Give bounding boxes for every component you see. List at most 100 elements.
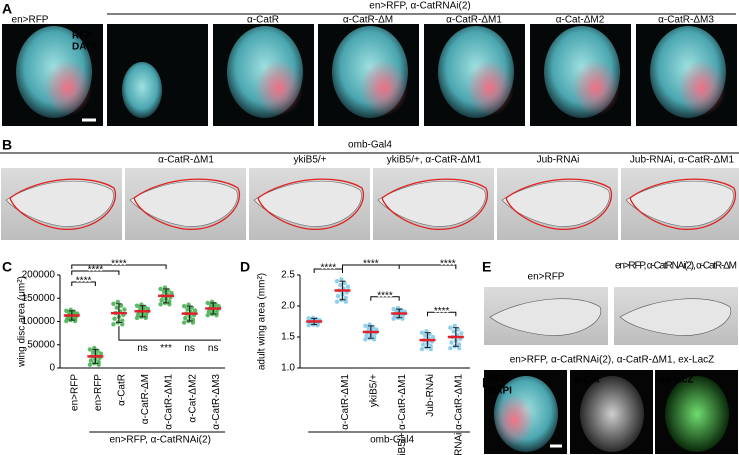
dot: [88, 358, 94, 363]
x-tick-label: en>RFP: [69, 374, 80, 411]
wing-shape: [619, 298, 732, 336]
outline: [381, 178, 489, 230]
y-tick-label: 200000: [22, 270, 56, 281]
group-label: en>RFP, α-CatRNAi(2): [109, 435, 210, 446]
dot: [334, 299, 340, 304]
rfp-signal: [678, 60, 726, 116]
outline: [629, 178, 737, 230]
y-tick-label: 1.5: [281, 332, 295, 343]
stain-label: DAPI: [488, 386, 512, 397]
dot: [419, 330, 425, 335]
dot: [400, 316, 405, 321]
image-label: α-CatR: [247, 15, 279, 26]
dot: [342, 280, 347, 286]
dot: [366, 326, 371, 331]
group-header: en>RFP, α-CatRNAi(2): [369, 1, 470, 12]
dot: [183, 315, 188, 321]
bracket: [342, 264, 457, 269]
rfp-signal: [572, 60, 620, 116]
dot: [430, 334, 436, 340]
image-label: α-CatR-ΔM: [343, 15, 393, 26]
x-tick-label: ykiB5/+: [368, 374, 379, 407]
stain-label: ex-lacZ: [659, 375, 693, 386]
y-tick-label: 150000: [22, 293, 56, 304]
dot: [169, 290, 174, 296]
dot: [87, 347, 93, 352]
dot: [114, 305, 119, 310]
significance: ***: [160, 343, 172, 354]
group-header: omb-Gal4: [348, 140, 392, 151]
dot: [90, 349, 96, 355]
dot: [181, 303, 187, 309]
dot: [363, 337, 368, 342]
outline: [505, 178, 613, 230]
bracket: [71, 264, 167, 269]
wing-shape: [625, 180, 734, 227]
y-axis-label: wing disc area (μm²): [17, 276, 28, 368]
x-tick-label: α-CatR-ΔM: [140, 374, 151, 424]
dot: [111, 322, 116, 327]
dot: [451, 329, 456, 334]
y-tick-label: 100000: [22, 316, 56, 327]
panel-label: C: [2, 259, 12, 275]
image-label: Jub-RNAi: [537, 155, 580, 166]
image-label: α-Cat-ΔM2: [556, 15, 605, 26]
dot: [135, 312, 141, 317]
x-tick-label: α-Cat-ΔM2: [187, 374, 198, 423]
x-tick-label: ykiB5/+ α-CatR-ΔM1: [397, 374, 408, 455]
dot: [452, 323, 457, 329]
group-label: omb-Gal4: [370, 435, 414, 446]
disc-tissue: [580, 376, 644, 452]
dot: [343, 295, 348, 301]
significance: ****: [321, 263, 337, 274]
dot: [419, 346, 425, 352]
x-tick-label: α-CatR: [117, 374, 128, 406]
image-label: α-CatR-ΔM1: [158, 155, 214, 166]
dot: [315, 323, 320, 328]
dot: [374, 327, 379, 332]
dot: [205, 312, 210, 318]
x-tick-label: en>RFP: [93, 374, 104, 411]
significance: ns: [208, 343, 219, 354]
wing-shape: [129, 180, 238, 227]
wing-shape: [253, 180, 362, 227]
panel-label: A: [2, 1, 12, 17]
image-label: en>RFP: [12, 15, 49, 26]
dot: [449, 340, 454, 345]
dot: [423, 333, 428, 338]
outline: [9, 178, 117, 230]
dot: [158, 286, 163, 292]
rfp-signal: [466, 60, 514, 116]
dot: [459, 331, 464, 336]
bracket: [427, 311, 457, 317]
dot: [343, 299, 348, 304]
stain-label: α-Cat: [574, 375, 600, 386]
significance: ns: [184, 343, 195, 354]
wing-shape: [489, 298, 602, 336]
dot: [111, 301, 116, 307]
dot: [306, 316, 311, 321]
dot: [448, 325, 453, 330]
dot: [456, 342, 462, 347]
wing-shape: [5, 180, 114, 227]
dot: [208, 302, 214, 308]
dot: [112, 316, 117, 321]
dot: [448, 345, 453, 351]
dot: [420, 342, 426, 347]
x-tick-label: Jub-RNAi α-CatR-ΔM1: [453, 374, 464, 455]
dot: [192, 308, 198, 313]
stain-label: DAPI: [72, 42, 96, 53]
dot: [456, 345, 462, 351]
dot: [364, 333, 369, 338]
dot: [334, 279, 340, 284]
dot: [118, 303, 124, 308]
dot: [205, 300, 210, 306]
dot: [64, 308, 69, 314]
x-tick-label: α-CatR-ΔM1: [164, 374, 175, 430]
dot: [339, 277, 344, 282]
dot: [134, 303, 140, 308]
dot: [338, 282, 343, 288]
dot: [87, 362, 93, 367]
significance: ****: [76, 276, 92, 287]
y-tick-label: 2.5: [281, 270, 295, 281]
